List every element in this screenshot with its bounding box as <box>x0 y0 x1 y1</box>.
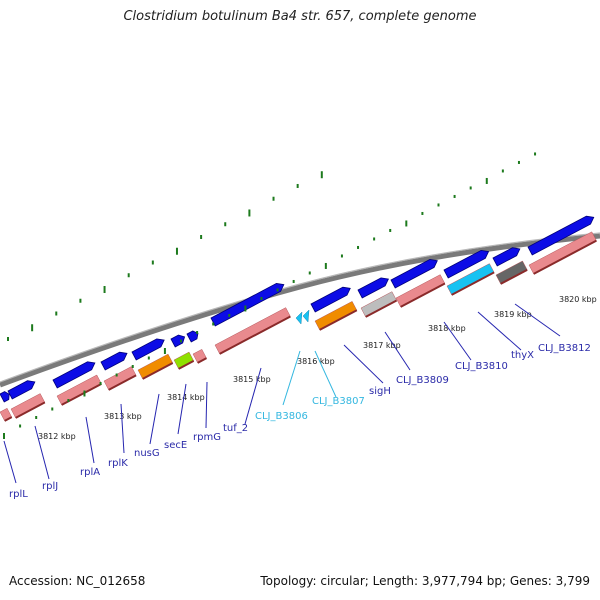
gene-label-rpla: rplA <box>80 467 100 478</box>
gene-band-edge <box>197 357 207 364</box>
gene-label-leader <box>343 344 384 384</box>
gene-label-clj_b3807: CLJ_B3807 <box>312 396 365 407</box>
kbp-scale-label: 3817 kbp <box>363 341 401 350</box>
gene-band-edge <box>219 315 291 355</box>
gene-label-leader <box>514 303 561 337</box>
gene-band-edge <box>4 416 13 422</box>
forward-gene <box>527 215 595 256</box>
gene-label-rpll: rplL <box>9 489 28 500</box>
gene-label-clj_b3812: CLJ_B3812 <box>538 343 591 354</box>
gene-band-edge <box>533 239 597 275</box>
genome-backbone <box>0 233 600 388</box>
forward-gene <box>443 249 490 279</box>
gene-label-leader <box>477 311 522 351</box>
kbp-scale-label: 3816 kbp <box>297 357 335 366</box>
gene-label-rpmg: rpmG <box>193 432 221 443</box>
gene-label-leader <box>384 331 411 371</box>
gene-label-clj_b3809: CLJ_B3809 <box>396 375 449 386</box>
forward-gene <box>186 330 199 343</box>
forward-gene <box>310 286 351 313</box>
genome-backbone-highlight <box>0 232 600 383</box>
gene-label-leader <box>149 393 160 445</box>
gene-band-edge <box>500 268 528 285</box>
cyan-arrow-gene <box>302 309 310 323</box>
gene-label-leader <box>205 381 208 429</box>
gene-label-leader <box>314 350 337 398</box>
gene-band-edge <box>178 360 195 370</box>
gene-label-tuf_2: tuf_2 <box>223 423 248 434</box>
genome-stats-label: Topology: circular; Length: 3,977,794 bp… <box>260 574 590 588</box>
kbp-scale-label: 3812 kbp <box>38 432 76 441</box>
forward-gene <box>492 247 521 267</box>
kbp-scale-label: 3813 kbp <box>104 412 142 421</box>
forward-gene <box>357 277 389 299</box>
gene-band-edge <box>142 362 174 380</box>
kbp-scale-label: 3819 kbp <box>494 310 532 319</box>
gene-band-edge <box>108 374 137 391</box>
gene-label-clj_b3810: CLJ_B3810 <box>455 361 508 372</box>
gene-label-clj_b3806: CLJ_B3806 <box>255 411 308 422</box>
gene-label-leader <box>3 440 17 484</box>
kbp-scale-label: 3815 kbp <box>233 375 271 384</box>
gene-label-leader <box>120 403 125 454</box>
gene-label-leader <box>34 425 50 480</box>
gene-label-rplj: rplJ <box>42 481 58 492</box>
gene-label-leader <box>282 350 301 406</box>
cyan-arrow-gene <box>295 311 303 325</box>
accession-label: Accession: NC_012658 <box>9 574 146 588</box>
gene-label-sece: secE <box>164 440 187 451</box>
kbp-scale-label: 3820 kbp <box>559 295 597 304</box>
forward-gene <box>7 380 36 400</box>
gene-label-sigh: sigH <box>369 386 391 397</box>
gene-band-edge <box>319 309 358 331</box>
forward-gene <box>390 259 438 289</box>
kbp-scale-label: 3814 kbp <box>167 393 205 402</box>
gene-label-leader <box>177 383 187 435</box>
forward-gene <box>131 338 165 361</box>
forward-gene <box>100 351 128 371</box>
kbp-scale-label: 3818 kbp <box>428 324 466 333</box>
gene-label-nusg: nusG <box>134 448 160 459</box>
forward-gene <box>0 391 10 403</box>
gene-band-edge <box>365 299 398 318</box>
gene-band-edge <box>451 271 495 296</box>
gene-label-leader <box>85 416 95 464</box>
genome-title: Clostridium botulinum Ba4 str. 657, comp… <box>123 9 477 24</box>
gene-band-edge <box>400 282 446 308</box>
gene-label-leader <box>244 367 262 425</box>
forward-gene <box>170 334 186 348</box>
gene-band-edge <box>15 401 46 419</box>
gene-label-thyx: thyX <box>511 350 534 361</box>
gene-label-rplk: rplK <box>108 458 128 469</box>
gene-label-leader <box>443 321 472 361</box>
forward-gene <box>52 361 96 389</box>
